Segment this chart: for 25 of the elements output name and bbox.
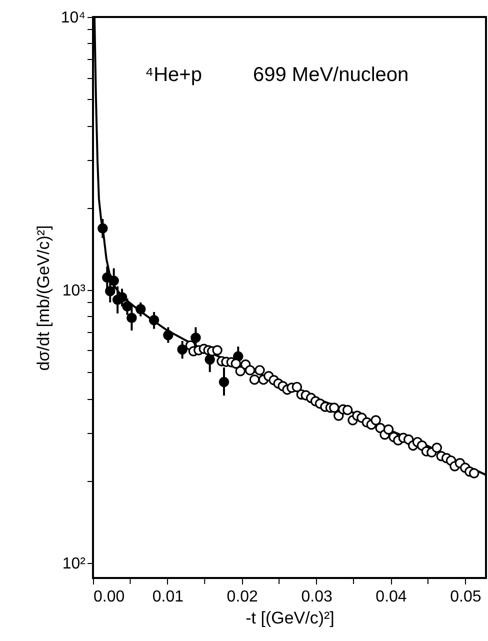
- annotation: 699 MeV/nucleon: [253, 64, 409, 86]
- y-tick-label: 10²: [62, 555, 86, 572]
- x-tick-label: 0.00: [94, 588, 125, 606]
- point: [204, 354, 215, 365]
- point: [104, 286, 116, 296]
- y-axis-title: dσ/dt [mb/(GeV/c)²]: [34, 225, 53, 371]
- x-axis-title: -t [(GeV/c)²]: [246, 608, 334, 628]
- point: [190, 332, 201, 343]
- y-tick-label: 10⁴: [60, 10, 86, 26]
- point: [98, 223, 108, 234]
- point: [163, 330, 174, 340]
- point: [136, 304, 146, 314]
- x-tick-label: 0.01: [152, 588, 184, 606]
- point: [148, 315, 160, 326]
- point: [122, 301, 132, 312]
- point: [218, 376, 230, 388]
- x-tick-label: 0.02: [226, 588, 258, 606]
- x-tick-label: 0.03: [301, 588, 332, 606]
- x-tick-label: 0.04: [376, 588, 407, 606]
- annotation: ⁴He+p: [145, 64, 202, 86]
- x-tick-label: 0.05: [450, 588, 482, 606]
- point: [108, 276, 119, 286]
- point: [177, 344, 188, 355]
- point: [126, 312, 137, 323]
- y-tick-label: 10³: [62, 282, 86, 300]
